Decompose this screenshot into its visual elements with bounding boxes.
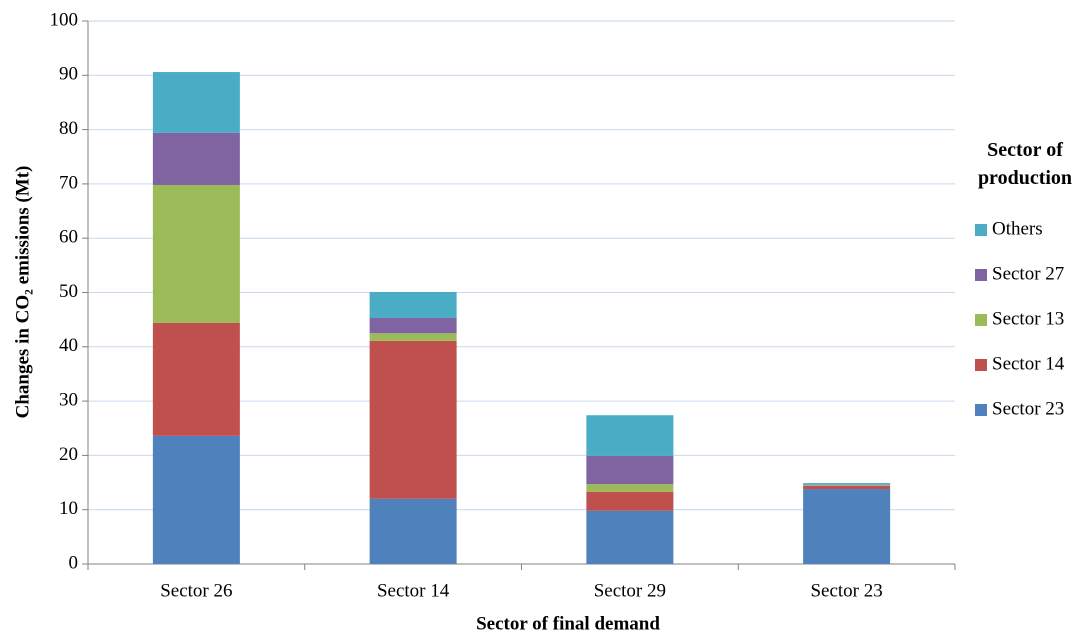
bar-segment <box>369 498 457 564</box>
y-tick-label: 40 <box>59 335 78 356</box>
x-tick-label: Sector 29 <box>594 580 666 601</box>
bar-segment <box>586 491 674 511</box>
bar-segment <box>152 435 240 564</box>
legend-label: Others <box>992 218 1043 239</box>
legend-swatch <box>975 224 987 236</box>
legend-swatch <box>975 404 987 416</box>
bar-segment <box>803 485 891 486</box>
legend-label: Sector 27 <box>992 263 1064 284</box>
bar-segment <box>803 483 891 485</box>
y-tick-label: 30 <box>59 389 78 410</box>
bar-segment <box>803 489 891 564</box>
y-tick-label: 100 <box>50 9 79 30</box>
bar-segment <box>586 415 674 456</box>
y-tick-label: 80 <box>59 118 78 139</box>
legend-label: Sector 14 <box>992 353 1065 374</box>
y-tick-label: 10 <box>59 498 78 519</box>
y-tick-label: 70 <box>59 172 78 193</box>
bar-segment <box>369 333 457 341</box>
bar-segment <box>152 322 240 436</box>
y-axis-title: Changes in CO₂ emissions (Mt) <box>12 166 33 419</box>
x-tick-label: Sector 26 <box>160 580 232 601</box>
legend-swatch <box>975 269 987 281</box>
y-tick-label: 0 <box>69 552 79 573</box>
legend-title: Sector of production <box>977 139 1073 189</box>
bar-segment <box>586 510 674 564</box>
bar-segment <box>369 318 457 334</box>
y-tick-label: 50 <box>59 281 78 302</box>
bar-segment <box>803 484 891 486</box>
bar-segment <box>803 485 891 490</box>
legend-swatch <box>975 314 987 326</box>
y-tick-label: 20 <box>59 444 78 465</box>
bar-segment <box>152 132 240 185</box>
bar-segment <box>369 291 457 319</box>
bar-segment <box>586 484 674 492</box>
bar-segment <box>369 340 457 499</box>
bar-segment <box>152 72 240 133</box>
x-tick-label: Sector 14 <box>377 580 450 601</box>
bar-segment <box>152 184 240 323</box>
legend-label: Sector 23 <box>992 398 1064 419</box>
x-axis-title: Sector of final demand <box>476 613 660 634</box>
x-tick-label: Sector 23 <box>810 580 882 601</box>
bar-segment <box>586 455 674 485</box>
y-tick-label: 60 <box>59 227 78 248</box>
legend-swatch <box>975 359 987 371</box>
legend-label: Sector 13 <box>992 308 1064 329</box>
y-tick-label: 90 <box>59 64 78 85</box>
